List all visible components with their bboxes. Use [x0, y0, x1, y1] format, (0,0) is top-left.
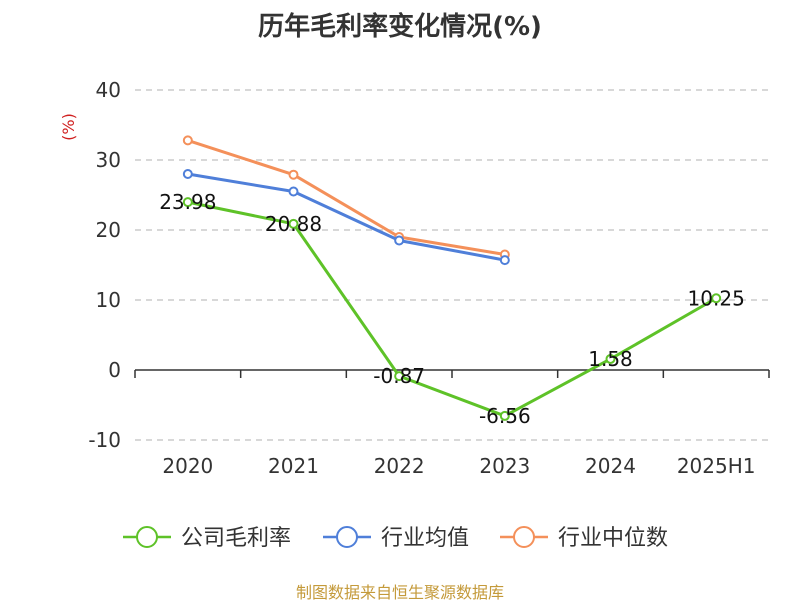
series-point: [182, 169, 193, 179]
x-tick-label: 2023: [479, 454, 530, 478]
series-layer: [182, 135, 722, 421]
series-point: [394, 371, 405, 382]
data-labels: 23.98 20.88 -0.87 -6.56 1.58 10.25: [159, 190, 745, 428]
series-point: [499, 410, 510, 421]
y-axis-unit: (%): [59, 113, 78, 141]
y-tick-label: 10: [96, 288, 121, 312]
legend-item-label: 行业均值: [381, 526, 469, 551]
y-tick-label: 20: [96, 218, 121, 242]
y-tick-label: 40: [96, 78, 121, 102]
series-point: [182, 197, 193, 208]
data-label: -0.87: [373, 364, 425, 388]
y-tick-label: 0: [108, 358, 121, 382]
series-point: [182, 135, 193, 146]
series-line-3: [187, 138, 506, 256]
source-note: 制图数据来自恒生聚源数据库: [295, 583, 504, 602]
legend-item-label: 公司毛利率: [181, 526, 291, 551]
x-tick-label: 2024: [585, 454, 636, 478]
data-label: 20.88: [265, 212, 322, 236]
x-tick-label: 2020: [162, 454, 213, 478]
series-point: [288, 218, 299, 229]
legend-swatch-marker: [336, 526, 358, 548]
legend-swatch-marker: [513, 526, 535, 548]
x-tick-label: 2021: [268, 454, 319, 478]
data-label: 10.25: [688, 286, 745, 310]
legend-swatch-marker: [136, 526, 158, 548]
y-tick-label: 30: [96, 148, 121, 172]
series-point: [499, 255, 510, 266]
legend-item-label: 行业中位数: [558, 526, 668, 551]
series-point: [288, 186, 299, 197]
series-line-2: [187, 172, 506, 262]
data-label: 1.58: [588, 347, 633, 371]
x-tick-label: 2022: [374, 454, 425, 478]
grid-lines: [135, 89, 769, 441]
legend: 公司毛利率 行业均值 行业中位数: [123, 526, 668, 551]
data-label: -6.56: [479, 404, 531, 428]
y-tick-label: -10: [88, 428, 121, 452]
series-point: [711, 293, 722, 304]
series-point: [394, 235, 405, 246]
data-label: 23.98: [159, 190, 216, 214]
axes: -10 0 10 20 30 40 2020 2021 2022 2023 2024 2025H1 (%…: [59, 78, 770, 478]
chart-title: 历年毛利率变化情况(%): [258, 12, 542, 42]
x-tick-label: 2025H1: [677, 454, 756, 478]
series-line-1: [187, 200, 717, 418]
series-point: [605, 353, 616, 364]
series-point: [288, 169, 299, 180]
